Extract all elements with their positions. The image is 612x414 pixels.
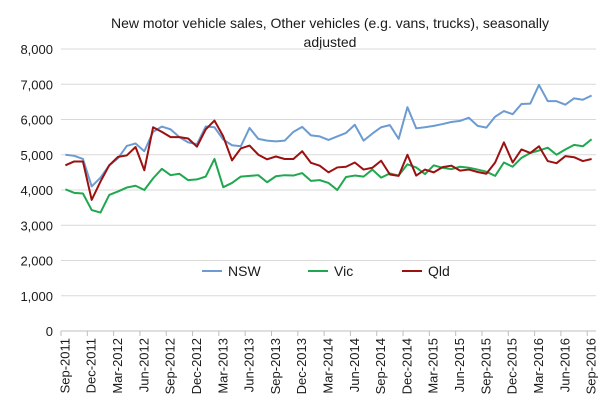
- x-tick-label: Jun-2016: [557, 338, 572, 392]
- x-tick-label: Mar-2014: [321, 338, 336, 394]
- y-tick-label: 4,000: [20, 183, 53, 198]
- x-tick-label: Dec-2013: [294, 338, 309, 394]
- chart-title-line-2: adjusted: [304, 34, 357, 50]
- chart-title-line-1: New motor vehicle sales, Other vehicles …: [111, 15, 549, 31]
- series-line-vic: [65, 138, 593, 214]
- x-tick-label: Mar-2013: [215, 338, 230, 394]
- x-tick-label: Jun-2015: [452, 338, 467, 392]
- x-tick-label: Sep-2014: [373, 338, 388, 394]
- y-tick-label: 3,000: [20, 218, 53, 233]
- x-axis: Sep-2011 Dec-2011 Mar-2012 Jun-2012 Sep-2012…: [57, 330, 599, 394]
- x-tick-label: Sep-2011: [57, 338, 72, 393]
- x-tick-label: Mar-2016: [531, 338, 546, 394]
- gridlines: [61, 48, 596, 297]
- y-tick-label: 6,000: [20, 113, 53, 128]
- x-tick-label: Sep-2012: [163, 338, 178, 394]
- x-tick-label: Jun-2012: [136, 338, 151, 392]
- x-tick-label: Jun-2014: [347, 338, 362, 392]
- y-axis-tick-labels: 0 1,000 2,000 3,000 4,000 5,000 6,000 7,000 8,00…: [20, 42, 53, 339]
- x-tick-label: Mar-2015: [426, 338, 441, 394]
- y-tick-label: 5,000: [20, 148, 53, 163]
- y-tick-label: 1,000: [20, 289, 53, 304]
- y-tick-label: 7,000: [20, 77, 53, 92]
- series-line-qld: [64, 119, 592, 201]
- x-tick-label: Dec-2014: [399, 338, 414, 394]
- x-tick-label: Sep-2015: [478, 338, 493, 394]
- legend-label-nsw: NSW: [228, 263, 261, 279]
- y-tick-label: 2,000: [20, 254, 53, 269]
- legend-label-qld: Qld: [428, 263, 450, 279]
- x-tick-label: Jun-2013: [242, 338, 257, 392]
- y-tick-label: 0: [46, 324, 53, 339]
- x-tick-label: Dec-2012: [189, 338, 204, 394]
- x-tick-label: Sep-2013: [268, 338, 283, 394]
- series-lines: [64, 83, 593, 214]
- y-tick-label: 8,000: [20, 42, 53, 57]
- x-tick-label: Dec-2011: [84, 338, 99, 393]
- x-tick-label: Sep-2016: [584, 338, 599, 394]
- legend-label-vic: Vic: [334, 263, 353, 279]
- x-tick-label: Dec-2015: [505, 338, 520, 394]
- x-tick-label: Mar-2012: [110, 338, 125, 394]
- legend: NSW Vic Qld: [202, 263, 450, 279]
